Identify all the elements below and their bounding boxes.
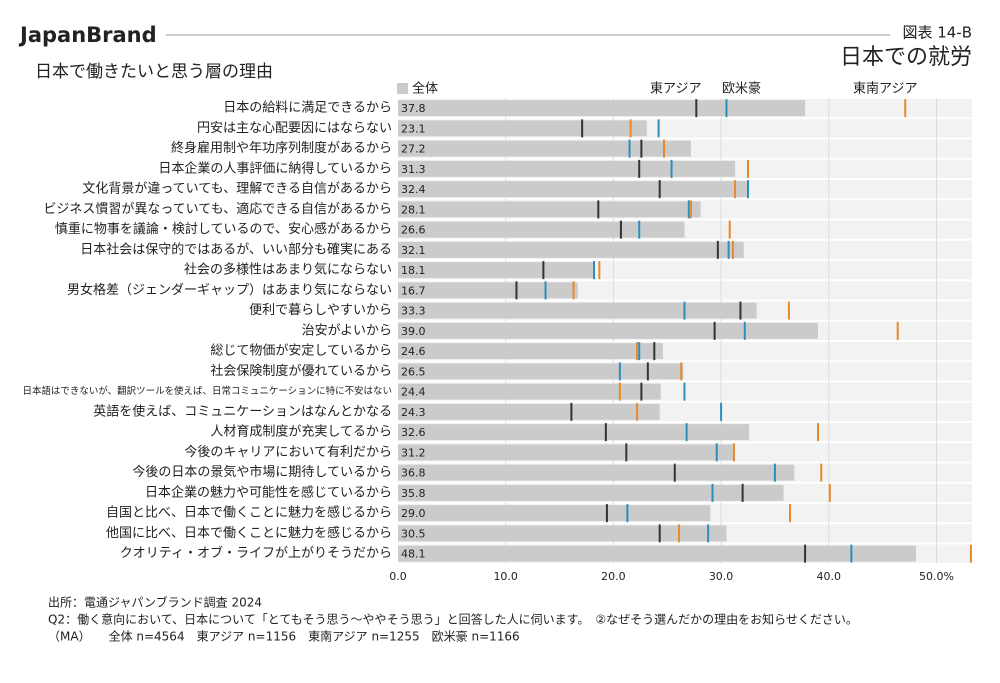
value-label: 37.8	[401, 102, 426, 115]
category-label: 今後の日本の景気や市場に期待しているから	[132, 464, 392, 480]
bar	[398, 262, 593, 279]
bar	[398, 363, 684, 380]
brand: JapanBrand	[18, 23, 157, 47]
category-label: 慎重に物事を議論・検討しているので、安心感があるから	[55, 221, 392, 237]
bar	[398, 322, 818, 339]
bar	[398, 464, 795, 481]
x-tick-label: 10.0	[493, 570, 518, 583]
x-tick-label: 40.0	[817, 570, 842, 583]
category-label: 社会の多様性はあまり気にならない	[184, 262, 392, 278]
value-label: 33.3	[401, 305, 426, 318]
value-label: 26.6	[401, 224, 426, 237]
category-label: 円安は主な心配要因にはならない	[197, 121, 392, 136]
value-label: 29.0	[401, 507, 426, 520]
category-label: 便利で暮らしやすいから	[249, 303, 392, 318]
value-label: 28.1	[401, 203, 426, 216]
bar	[398, 100, 806, 117]
bar	[398, 343, 663, 360]
category-label: 治安がよいから	[302, 323, 392, 338]
bar	[398, 505, 711, 522]
legend-swatch	[397, 83, 408, 94]
category-label: 他国に比べ、日本で働くことに魅力を感じるから	[106, 525, 392, 541]
category-label: クオリティ・オブ・ライフが上がりそうだから	[120, 545, 392, 561]
value-label: 24.6	[401, 345, 426, 358]
category-label: 英語を使えば、コミュニケーションはなんとかなる	[93, 403, 392, 419]
value-label: 18.1	[401, 264, 426, 277]
category-label: 日本社会は保守的ではあるが、いい部分も確実にある	[80, 241, 392, 257]
note: 出所：電通ジャパンブランド調査 2024	[48, 595, 262, 610]
value-label: 24.4	[401, 386, 426, 399]
value-label: 16.7	[401, 284, 426, 297]
value-label: 32.6	[401, 426, 426, 439]
bar	[398, 120, 647, 137]
value-label: 24.3	[401, 406, 426, 419]
heading: 日本での就労	[840, 45, 972, 70]
value-label: 31.3	[401, 163, 426, 176]
figure-label: 図表 14-B	[902, 24, 972, 42]
value-label: 39.0	[401, 325, 426, 338]
category-label: 自国と比べ、日本で働くことに魅力を感じるから	[106, 505, 392, 521]
legend-label: 東南アジア	[853, 81, 917, 97]
bar	[398, 403, 660, 420]
bar	[398, 140, 691, 157]
bar	[398, 444, 734, 461]
bar	[398, 545, 916, 562]
value-label: 36.8	[401, 467, 426, 480]
x-tick-label: 0.0	[389, 570, 407, 583]
category-label: 日本語はできないが、翻訳ツールを使えば、日常コミュニケーションに特に不安はない	[22, 385, 392, 397]
value-label: 27.2	[401, 143, 426, 156]
category-label: 文化背景が違っていても、理解できる自信があるから	[82, 182, 392, 197]
category-label: 今後のキャリアにおいて有利だから	[184, 444, 392, 460]
category-label: 終身雇用制や年功序列制度があるから	[171, 140, 392, 156]
category-label: 日本企業の人事評価に納得しているから	[158, 160, 392, 176]
legend-label: 東アジア	[650, 81, 701, 97]
x-tick-label: 50.0%	[919, 570, 954, 583]
note: Q2：働く意向において、日本について「とてもそう思う～ややそう思う」と回答した人…	[48, 612, 858, 627]
bar	[398, 221, 685, 238]
bar	[398, 484, 784, 501]
category-label: 人材育成制度が充実してるから	[210, 424, 392, 440]
value-label: 30.5	[401, 527, 426, 540]
x-tick-label: 30.0	[709, 570, 734, 583]
bar	[398, 424, 750, 441]
subtitle: 日本で働きたいと思う層の理由	[35, 62, 273, 82]
bar	[398, 383, 661, 400]
value-label: 31.2	[401, 446, 426, 459]
value-label: 26.5	[401, 365, 426, 378]
note: （MA） 全体 n=4564 東アジア n=1156 東南アジア n=1255 …	[48, 629, 520, 644]
value-label: 32.4	[401, 183, 426, 196]
value-label: 48.1	[401, 548, 426, 561]
category-label: 日本の給料に満足できるから	[223, 101, 392, 116]
bar	[398, 282, 578, 299]
category-label: 日本企業の魅力や可能性を感じているから	[145, 484, 392, 500]
legend-label: 欧米豪	[722, 81, 761, 97]
value-label: 23.1	[401, 122, 426, 135]
category-label: 男女格差（ジェンダーギャップ）はあまり気にならない	[67, 282, 392, 298]
bar	[398, 160, 736, 177]
category-label: ビジネス慣習が異なっていても、適応できる自信があるから	[43, 201, 392, 217]
bar	[398, 302, 757, 319]
category-label: 総じて物価が安定しているから	[210, 344, 392, 359]
legend-label: 全体	[412, 81, 438, 97]
bar	[398, 241, 744, 258]
bar	[398, 181, 747, 198]
value-label: 35.8	[401, 487, 426, 500]
x-tick-label: 20.0	[601, 570, 626, 583]
bar	[398, 525, 727, 542]
category-label: 社会保険制度が優れているから	[210, 363, 392, 379]
value-label: 32.1	[401, 244, 426, 257]
bar	[398, 201, 701, 218]
